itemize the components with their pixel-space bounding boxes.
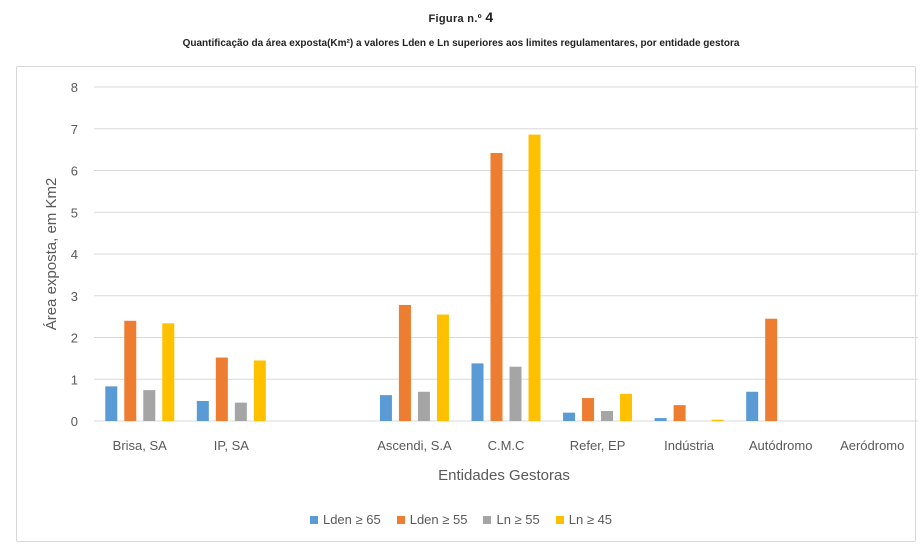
y-tick-label: 8 [71, 80, 78, 95]
legend-label: Lden ≥ 65 [322, 512, 381, 527]
bar [234, 402, 247, 421]
bar [654, 418, 667, 421]
bar [417, 391, 430, 421]
y-tick-label: 1 [71, 372, 78, 387]
bar [436, 314, 449, 421]
legend-label: Lden ≥ 55 [409, 512, 468, 527]
bar [490, 152, 503, 421]
x-tick-label: Indústria [664, 438, 715, 453]
legend: Lden ≥ 65 Lden ≥ 55 Ln ≥ 55 Ln ≥ 45 [0, 512, 922, 527]
x-tick-label: Aeródromo [840, 438, 904, 453]
x-tick-label: Refer, EP [570, 438, 626, 453]
bar [215, 357, 228, 421]
gridlines [94, 86, 918, 422]
y-tick-label: 2 [71, 331, 78, 346]
bar [471, 363, 484, 421]
y-tick-label: 5 [71, 205, 78, 220]
y-axis-title: Área exposta, em Km2 [43, 178, 60, 331]
y-tick-label: 0 [71, 414, 78, 429]
x-tick-label: Autódromo [749, 438, 813, 453]
bar [253, 360, 266, 421]
bar [105, 386, 118, 421]
y-tick-label: 6 [71, 164, 78, 179]
legend-swatch [309, 515, 318, 524]
chart-frame [16, 66, 916, 542]
bar [673, 405, 686, 421]
bar [162, 323, 175, 421]
legend-label: Ln ≥ 55 [496, 512, 540, 527]
y-tick-label: 4 [71, 247, 78, 262]
bar [196, 400, 209, 421]
x-tick-label: Ascendi, S.A [377, 438, 452, 453]
bar [509, 366, 522, 421]
legend-swatch [396, 515, 405, 524]
figure-label: Figura n.º 4 [0, 9, 922, 25]
bar [143, 390, 156, 421]
bar [528, 134, 541, 421]
bar [563, 412, 576, 421]
x-tick-label: C.M.C [488, 438, 525, 453]
x-tick-label: IP, SA [214, 438, 250, 453]
legend-swatch [483, 515, 492, 524]
legend-item: Ln ≥ 45 [555, 512, 613, 527]
bar [601, 410, 614, 421]
legend-item: Lden ≥ 55 [396, 512, 468, 527]
figure-number: 4 [485, 9, 494, 25]
bar [711, 419, 724, 421]
bar [582, 398, 595, 421]
legend-item: Lden ≥ 65 [309, 512, 381, 527]
bar [379, 395, 392, 421]
bar [620, 393, 633, 421]
bar [746, 391, 759, 421]
legend-swatch [555, 515, 564, 524]
legend-item: Ln ≥ 55 [483, 512, 540, 527]
y-tick-label: 3 [71, 289, 78, 304]
x-tick-labels: Brisa, SA IP, SA Ascendi, S.A C.M.C Refer, E… [113, 438, 905, 453]
bar [765, 318, 778, 421]
y-tick-labels: 0 1 2 3 4 5 6 7 8 [71, 80, 78, 429]
x-tick-label: Brisa, SA [113, 438, 168, 453]
x-axis-title: Entidades Gestoras [438, 467, 570, 484]
bar [398, 304, 411, 421]
legend-label: Ln ≥ 45 [568, 512, 613, 527]
y-tick-label: 7 [71, 122, 78, 137]
bars [105, 134, 778, 421]
figure-label-text: Figura n.º [428, 13, 482, 25]
bar [124, 320, 137, 421]
chart-title: Quantificação da área exposta(Km²) a val… [182, 38, 740, 49]
